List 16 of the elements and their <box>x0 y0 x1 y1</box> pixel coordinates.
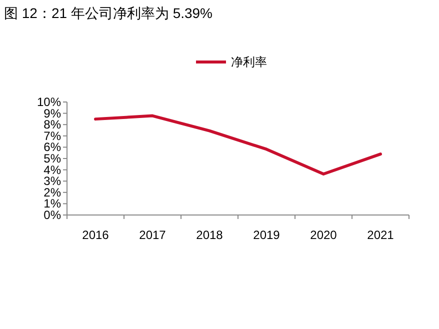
y-tick-label: 1% <box>44 196 62 211</box>
x-tick-label: 2018 <box>196 228 224 242</box>
legend-label: 净利率 <box>231 55 267 69</box>
y-tick-label: 0% <box>44 208 62 222</box>
x-tick-label: 2017 <box>139 228 166 242</box>
y-tick-label: 4% <box>44 162 62 177</box>
y-tick-label: 5% <box>44 152 62 166</box>
x-tick-label: 2019 <box>253 228 280 242</box>
y-tick-label: 6% <box>44 140 62 154</box>
y-tick-label: 10% <box>36 95 62 109</box>
x-tick-label: 2021 <box>367 228 394 242</box>
title: 图 12：21 年公司净利率为 5.39% <box>4 5 213 21</box>
y-tick-label: 9% <box>44 106 62 120</box>
line-series <box>94 114 382 176</box>
x-tick-label: 2020 <box>310 228 338 242</box>
x-tick-label: 2016 <box>82 228 110 242</box>
